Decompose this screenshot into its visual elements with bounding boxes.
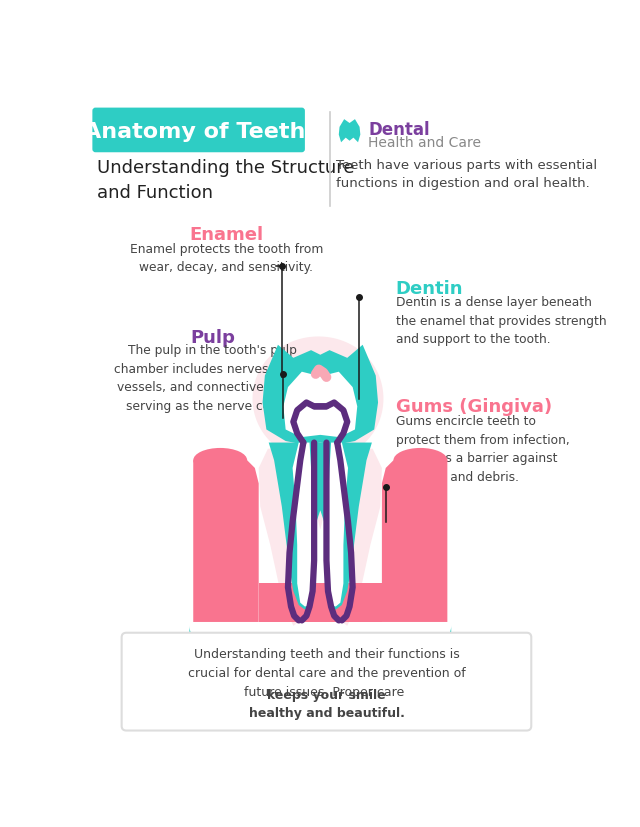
Polygon shape — [253, 337, 383, 461]
Text: Health and Care: Health and Care — [368, 136, 481, 151]
Polygon shape — [259, 449, 310, 626]
Text: Gums (Gingiva): Gums (Gingiva) — [396, 398, 552, 416]
Text: Gums encircle teeth to
protect them from infection,
acting as a barrier against
: Gums encircle teeth to protect them from… — [396, 414, 570, 483]
Ellipse shape — [394, 448, 447, 473]
Text: Anatomy of Teeth:: Anatomy of Teeth: — [83, 122, 314, 142]
Text: Teeth have various parts with essential
functions in digestion and oral health.: Teeth have various parts with essential … — [336, 160, 597, 190]
FancyBboxPatch shape — [122, 633, 531, 730]
Polygon shape — [382, 461, 447, 622]
Polygon shape — [269, 443, 372, 609]
Text: Understanding teeth and their functions is
crucial for dental care and the preve: Understanding teeth and their functions … — [188, 647, 465, 698]
Polygon shape — [339, 120, 360, 143]
Polygon shape — [326, 443, 348, 607]
Text: Enamel: Enamel — [189, 226, 264, 244]
Text: keeps your smile
healthy and beautiful.: keeps your smile healthy and beautiful. — [248, 688, 404, 719]
Polygon shape — [284, 372, 357, 437]
Text: Dental: Dental — [368, 121, 429, 139]
Ellipse shape — [193, 448, 247, 473]
Text: The pulp in the tooth's pulp
chamber includes nerves, blood
vessels, and connect: The pulp in the tooth's pulp chamber inc… — [115, 344, 310, 412]
Polygon shape — [189, 626, 451, 676]
FancyBboxPatch shape — [92, 108, 305, 153]
Polygon shape — [331, 449, 382, 626]
Text: Pulp: Pulp — [190, 328, 235, 347]
Polygon shape — [259, 584, 382, 622]
Text: Dentin is a dense layer beneath
the enamel that provides strength
and support to: Dentin is a dense layer beneath the enam… — [396, 296, 606, 346]
Polygon shape — [292, 443, 314, 607]
Polygon shape — [262, 346, 378, 445]
Text: Understanding the Structure
and Function: Understanding the Structure and Function — [97, 160, 355, 202]
Text: Dentin: Dentin — [396, 280, 463, 298]
Polygon shape — [193, 461, 259, 622]
Text: Enamel protects the tooth from
wear, decay, and sensitivity.: Enamel protects the tooth from wear, dec… — [130, 242, 323, 274]
Polygon shape — [310, 449, 331, 530]
